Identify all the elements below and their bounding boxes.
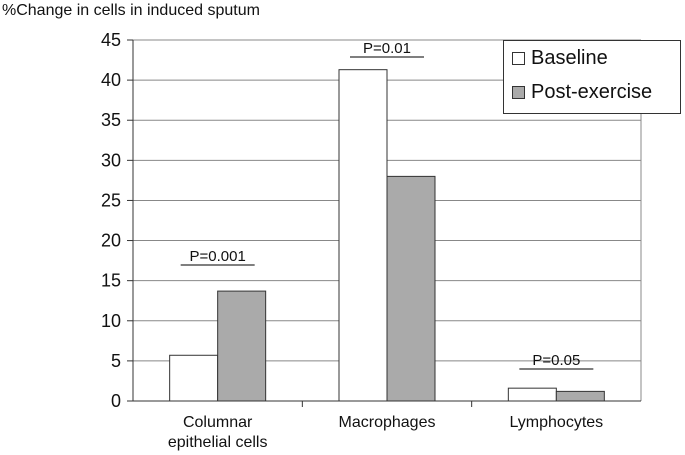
x-tick-label-line: Macrophages <box>338 414 436 431</box>
x-tick-label: Macrophages <box>307 413 467 433</box>
legend-swatch-baseline <box>512 52 525 65</box>
y-tick-label: 30 <box>101 150 121 170</box>
x-tick-label-line: epithelial cells <box>167 434 268 451</box>
y-tick-label: 35 <box>101 110 121 130</box>
x-tick-label-line: Lymphocytes <box>509 414 604 431</box>
bar-baseline-1 <box>338 69 388 402</box>
significance-label: P=0.05 <box>532 352 580 369</box>
legend-item-baseline: Baseline <box>512 47 608 70</box>
legend-item-post-exercise: Post-exercise <box>512 81 652 104</box>
y-tick-label: 10 <box>101 311 121 331</box>
y-tick-label: 40 <box>101 70 121 90</box>
legend-label-baseline: Baseline <box>531 47 608 69</box>
y-tick-label: 15 <box>101 271 121 291</box>
x-tick-label-line: Columnar <box>182 414 253 431</box>
legend-swatch-post-exercise <box>512 86 525 99</box>
y-tick-label: 45 <box>101 30 121 50</box>
x-tick-label: Lymphocytes <box>476 413 636 433</box>
y-axis-label: %Change in cells in induced sputum <box>2 2 260 19</box>
legend-label-post-exercise: Post-exercise <box>531 81 653 103</box>
y-tick-label: 25 <box>101 190 121 210</box>
y-tick-label: 20 <box>101 231 121 251</box>
y-tick-label: 0 <box>111 391 121 411</box>
bar-post-exercise-0 <box>217 290 267 402</box>
y-tick-label: 5 <box>111 351 121 371</box>
bar-post-exercise-2 <box>555 390 605 402</box>
bar-post-exercise-1 <box>386 175 436 402</box>
bar-baseline-2 <box>507 387 557 402</box>
significance-label: P=0.001 <box>190 248 246 265</box>
significance-label: P=0.01 <box>363 40 411 57</box>
x-tick-label: Columnar epithelial cells <box>138 413 298 453</box>
bar-baseline-0 <box>169 354 219 402</box>
chart-legend: Baseline Post-exercise <box>503 40 681 114</box>
